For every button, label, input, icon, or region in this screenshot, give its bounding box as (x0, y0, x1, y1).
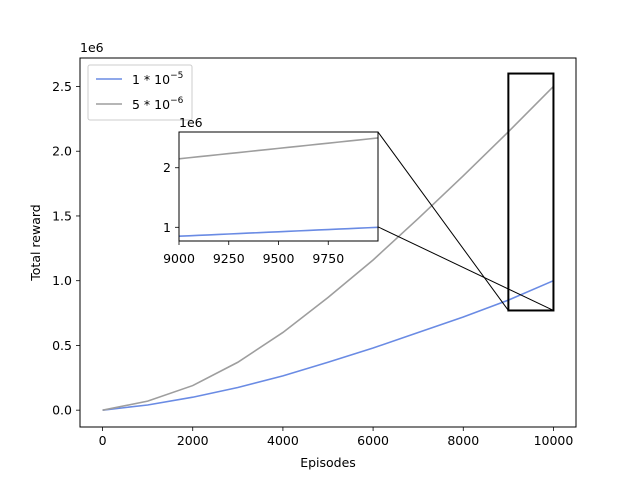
legend-label: 5 * 10−6 (132, 96, 184, 112)
zoom-connector-line (377, 131, 509, 311)
inset-x-tick-label: 9000 (163, 251, 195, 266)
x-tick-label: 6000 (357, 433, 389, 448)
series-line (102, 85, 555, 411)
x-tick-label: 8000 (447, 433, 479, 448)
inset-x-axis: 9000 9250 9500 9750 (163, 241, 344, 266)
y-tick-label: 1.0 (52, 273, 72, 288)
series-line (102, 279, 554, 411)
y-axis: 0.0 0.5 1.0 1.5 2.0 2.5 (52, 79, 80, 418)
inset-series-group (178, 137, 379, 238)
inset-y-tick-label: 1 (163, 220, 171, 235)
y-axis-title: Total reward (28, 204, 43, 281)
inset-x-tick-label: 9500 (263, 251, 295, 266)
main-series-group (102, 85, 555, 411)
y-offset-text: 1e6 (80, 40, 104, 55)
x-tick-label: 0 (99, 433, 107, 448)
inset-x-tick-label: 9750 (312, 251, 344, 266)
plot-area (79, 57, 577, 428)
y-tick-label: 0.5 (52, 338, 72, 353)
y-tick-label: 2.5 (52, 79, 72, 94)
x-tick-label: 4000 (267, 433, 299, 448)
x-axis-title: Episodes (300, 455, 356, 470)
y-tick-label: 0.0 (52, 403, 72, 418)
legend: 1 * 10−5 5 * 10−6 (87, 64, 193, 121)
inset-background (179, 132, 378, 241)
x-tick-label: 2000 (177, 433, 209, 448)
inset-y-offset-text: 1e6 (179, 115, 203, 130)
inset-series-line (178, 226, 379, 238)
x-axis: 0 2000 4000 6000 8000 10000 (99, 427, 574, 448)
zoom-region-box (507, 72, 555, 312)
legend-label: 1 * 10−5 (132, 71, 183, 87)
y-tick-label: 1.5 (52, 208, 72, 223)
inset-x-tick-label: 9250 (213, 251, 245, 266)
inset-series-line (178, 137, 379, 160)
inset-y-axis: 12 (163, 160, 179, 235)
y-tick-label: 2.0 (52, 144, 72, 159)
x-tick-label: 10000 (534, 433, 574, 448)
inset-y-tick-label: 2 (163, 160, 171, 175)
